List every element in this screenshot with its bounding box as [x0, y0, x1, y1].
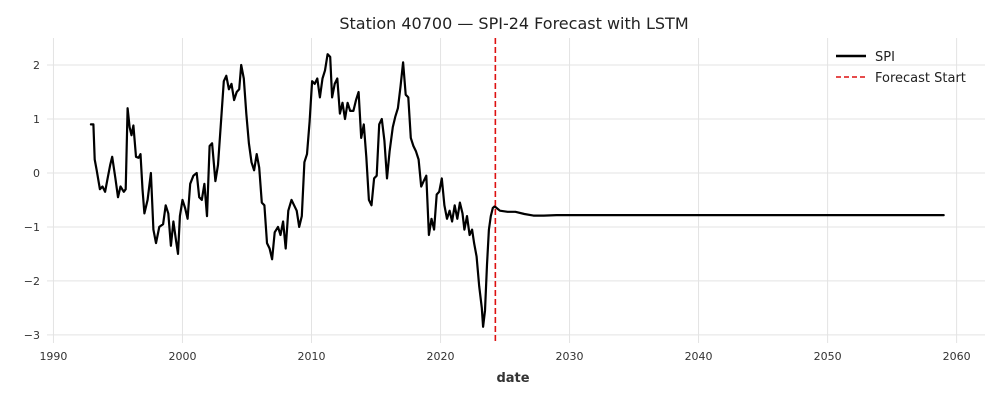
spi-forecast-line — [493, 205, 945, 217]
x-tick-label: 2000 — [168, 350, 196, 363]
legend-label-spi: SPI — [875, 50, 895, 65]
x-tick-label: 2020 — [427, 350, 455, 363]
x-axis-ticks: 1990 2000 2010 2020 2030 2040 2050 2060 — [39, 350, 970, 363]
x-tick-label: 2050 — [814, 350, 842, 363]
y-tick-label: 0 — [33, 167, 40, 180]
x-axis-label: date — [496, 371, 529, 386]
spi-historical-line — [89, 53, 496, 328]
plot-area — [89, 53, 945, 328]
y-axis-ticks: −3 −2 −1 0 1 2 — [24, 59, 40, 342]
x-tick-label: 2030 — [556, 350, 584, 363]
y-tick-label: −3 — [24, 329, 40, 342]
legend-label-forecast-start: Forecast Start — [875, 71, 966, 86]
legend: SPI Forecast Start — [836, 50, 966, 86]
y-tick-label: −1 — [24, 221, 40, 234]
y-tick-label: −2 — [24, 275, 40, 288]
x-tick-label: 2010 — [297, 350, 325, 363]
y-tick-label: 1 — [33, 113, 40, 126]
y-tick-label: 2 — [33, 59, 40, 72]
x-tick-label: 1990 — [39, 350, 67, 363]
x-tick-label: 2060 — [943, 350, 971, 363]
gridlines — [47, 38, 985, 343]
x-tick-label: 2040 — [685, 350, 713, 363]
chart-title: Station 40700 — SPI-24 Forecast with LST… — [339, 14, 688, 33]
